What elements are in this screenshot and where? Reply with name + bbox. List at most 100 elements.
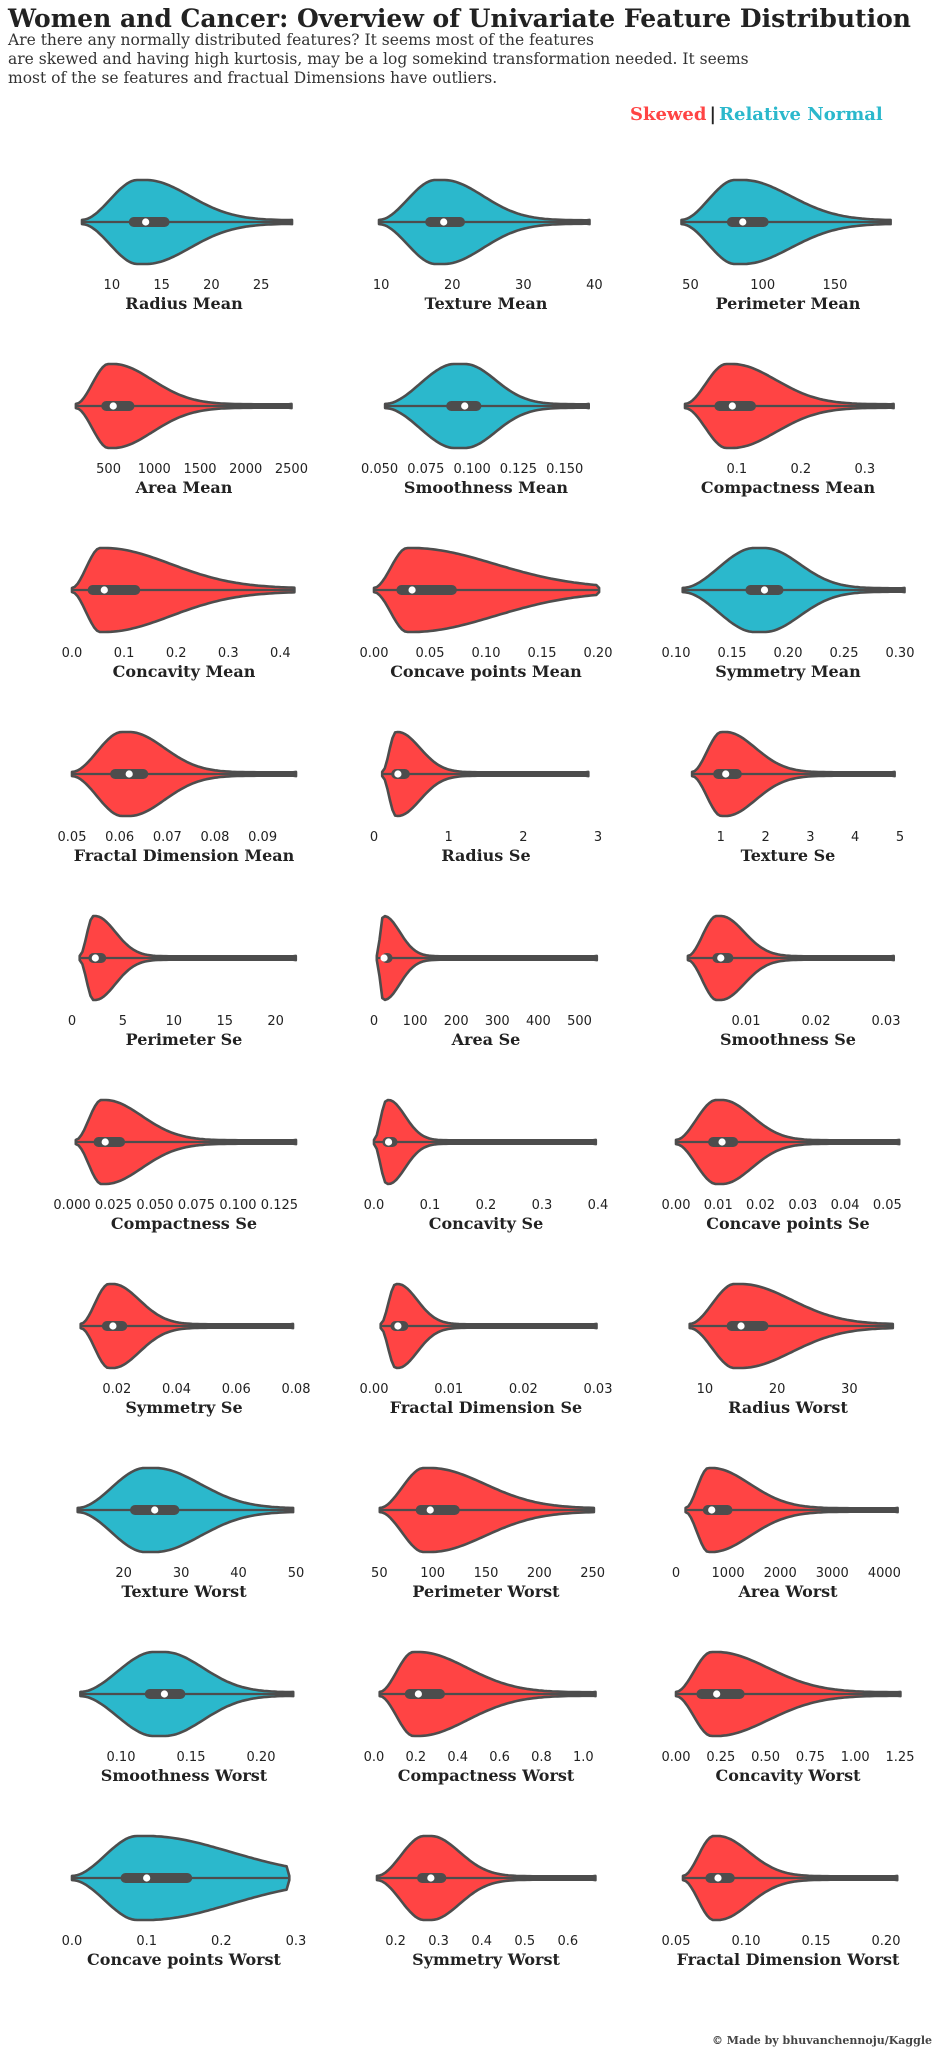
axis-label: Fractal Dimension Se	[390, 1398, 582, 1417]
violin-panel-symmetry-se: 0.02 0.04 0.06 0.08 Symmetry Se	[79, 1282, 310, 1417]
tick-label: 0.00	[360, 1382, 389, 1397]
violin-panel-radius-se: 0 1 2 3 Radius Se	[370, 730, 602, 865]
tick-label: 0.050	[136, 1198, 173, 1213]
violin-panel-radius-mean: 10 15 20 25 Radius Mean	[80, 178, 294, 313]
tick-label: 0.00	[662, 1750, 691, 1765]
tick-label: 2000	[229, 462, 262, 477]
axis-label: Radius Se	[441, 846, 530, 865]
tick-label: 20	[769, 1382, 786, 1397]
tick-label: 0.10	[662, 646, 691, 661]
tick-label: 50	[288, 1566, 305, 1581]
median-marker	[394, 1322, 402, 1330]
tick-label: 0.30	[886, 646, 915, 661]
tick-label: 400	[526, 1014, 551, 1029]
axis-label: Smoothness Worst	[101, 1766, 268, 1785]
tick-label: 10	[166, 1014, 183, 1029]
median-marker	[718, 1138, 726, 1146]
legend-separator: |	[709, 104, 717, 125]
iqr-box	[87, 585, 141, 595]
median-marker	[714, 1874, 722, 1882]
tick-label: 0.25	[830, 646, 859, 661]
violin-panel-smoothness-se: 0.01 0.02 0.03 Smoothness Se	[686, 914, 901, 1049]
tick-label: 5	[896, 830, 904, 845]
tick-label: 0.01	[434, 1382, 463, 1397]
tick-label: 0.03	[788, 1198, 817, 1213]
tick-label: 0	[672, 1566, 680, 1581]
tick-label: 5	[119, 1014, 127, 1029]
tick-label: 0.100	[219, 1198, 256, 1213]
tick-label: 0.10	[107, 1750, 136, 1765]
tick-label: 0.15	[177, 1750, 206, 1765]
tick-label: 2000	[764, 1566, 797, 1581]
violin-panel-concave-points-worst: 0.0 0.1 0.2 0.3 Concave points Worst	[62, 1834, 306, 1969]
tick-label: 1000	[712, 1566, 745, 1581]
violin-panel-area-mean: 500 1000 1500 2000 2500 Area Mean	[74, 362, 308, 497]
iqr-box	[415, 1505, 460, 1515]
violin-panel-area-worst: 0 1000 2000 3000 4000 Area Worst	[672, 1466, 901, 1601]
tick-label: 30	[841, 1382, 858, 1397]
axis-label: Area Se	[451, 1030, 521, 1049]
tick-label: 0.0	[62, 646, 83, 661]
median-marker	[100, 586, 108, 594]
axis-label: Perimeter Mean	[716, 294, 861, 313]
median-marker	[737, 1322, 745, 1330]
tick-label: 0.03	[872, 1014, 901, 1029]
tick-label: 0.6	[558, 1934, 579, 1949]
tick-label: 3000	[816, 1566, 849, 1581]
median-marker	[384, 1138, 393, 1146]
axis-label: Perimeter Se	[126, 1030, 243, 1049]
tick-label: 0.02	[102, 1382, 131, 1397]
violin-panel-texture-worst: 20 30 40 50 Texture Worst	[76, 1466, 305, 1601]
median-marker	[142, 218, 150, 226]
tick-label: 0.150	[546, 462, 583, 477]
tick-label: 0.100	[454, 462, 491, 477]
tick-label: 0.05	[662, 1934, 691, 1949]
tick-label: 0.10	[732, 1934, 761, 1949]
tick-label: 0.2	[166, 646, 187, 661]
median-marker	[109, 402, 117, 410]
tick-label: 0.07	[153, 830, 182, 845]
tick-label: 0.75	[796, 1750, 825, 1765]
tick-label: 3	[594, 830, 602, 845]
tick-label: 0.10	[472, 646, 501, 661]
axis-label: Radius Worst	[728, 1398, 848, 1417]
median-marker	[160, 1690, 168, 1698]
tick-label: 50	[682, 278, 699, 293]
tick-label: 0.04	[162, 1382, 191, 1397]
tick-label: 2500	[275, 462, 308, 477]
chart-subtitle: Are there any normally distributed featu…	[8, 31, 749, 87]
tick-label: 30	[173, 1566, 190, 1581]
tick-label: 0.20	[872, 1934, 901, 1949]
tick-label: 0.50	[751, 1750, 780, 1765]
iqr-box	[702, 1505, 733, 1515]
tick-label: 0.8	[531, 1750, 552, 1765]
tick-label: 300	[485, 1014, 510, 1029]
tick-label: 0	[370, 830, 378, 845]
iqr-box	[120, 1873, 193, 1883]
violin-panel-concavity-worst: 0.00 0.25 0.50 0.75 1.00 1.25 Concavity Worst	[662, 1650, 914, 1785]
violin-panel-area-se: 0 100 200 300 400 500 Area Se	[370, 914, 599, 1049]
tick-label: 0.05	[416, 646, 445, 661]
tick-label: 25	[253, 278, 270, 293]
tick-label: 0.2	[476, 1198, 497, 1213]
tick-label: 0.3	[532, 1198, 553, 1213]
tick-label: 0.1	[136, 1934, 157, 1949]
tick-label: 0.1	[420, 1198, 441, 1213]
median-marker	[91, 954, 99, 962]
tick-label: 20	[203, 278, 220, 293]
tick-label: 20	[115, 1566, 132, 1581]
tick-label: 0.075	[178, 1198, 215, 1213]
tick-label: 15	[216, 1014, 233, 1029]
tick-label: 0.2	[385, 1934, 406, 1949]
tick-label: 0.08	[201, 830, 230, 845]
axis-label: Smoothness Se	[720, 1030, 856, 1049]
median-marker	[461, 402, 469, 410]
axis-label: Area Mean	[135, 478, 233, 497]
tick-label: 500	[96, 462, 121, 477]
